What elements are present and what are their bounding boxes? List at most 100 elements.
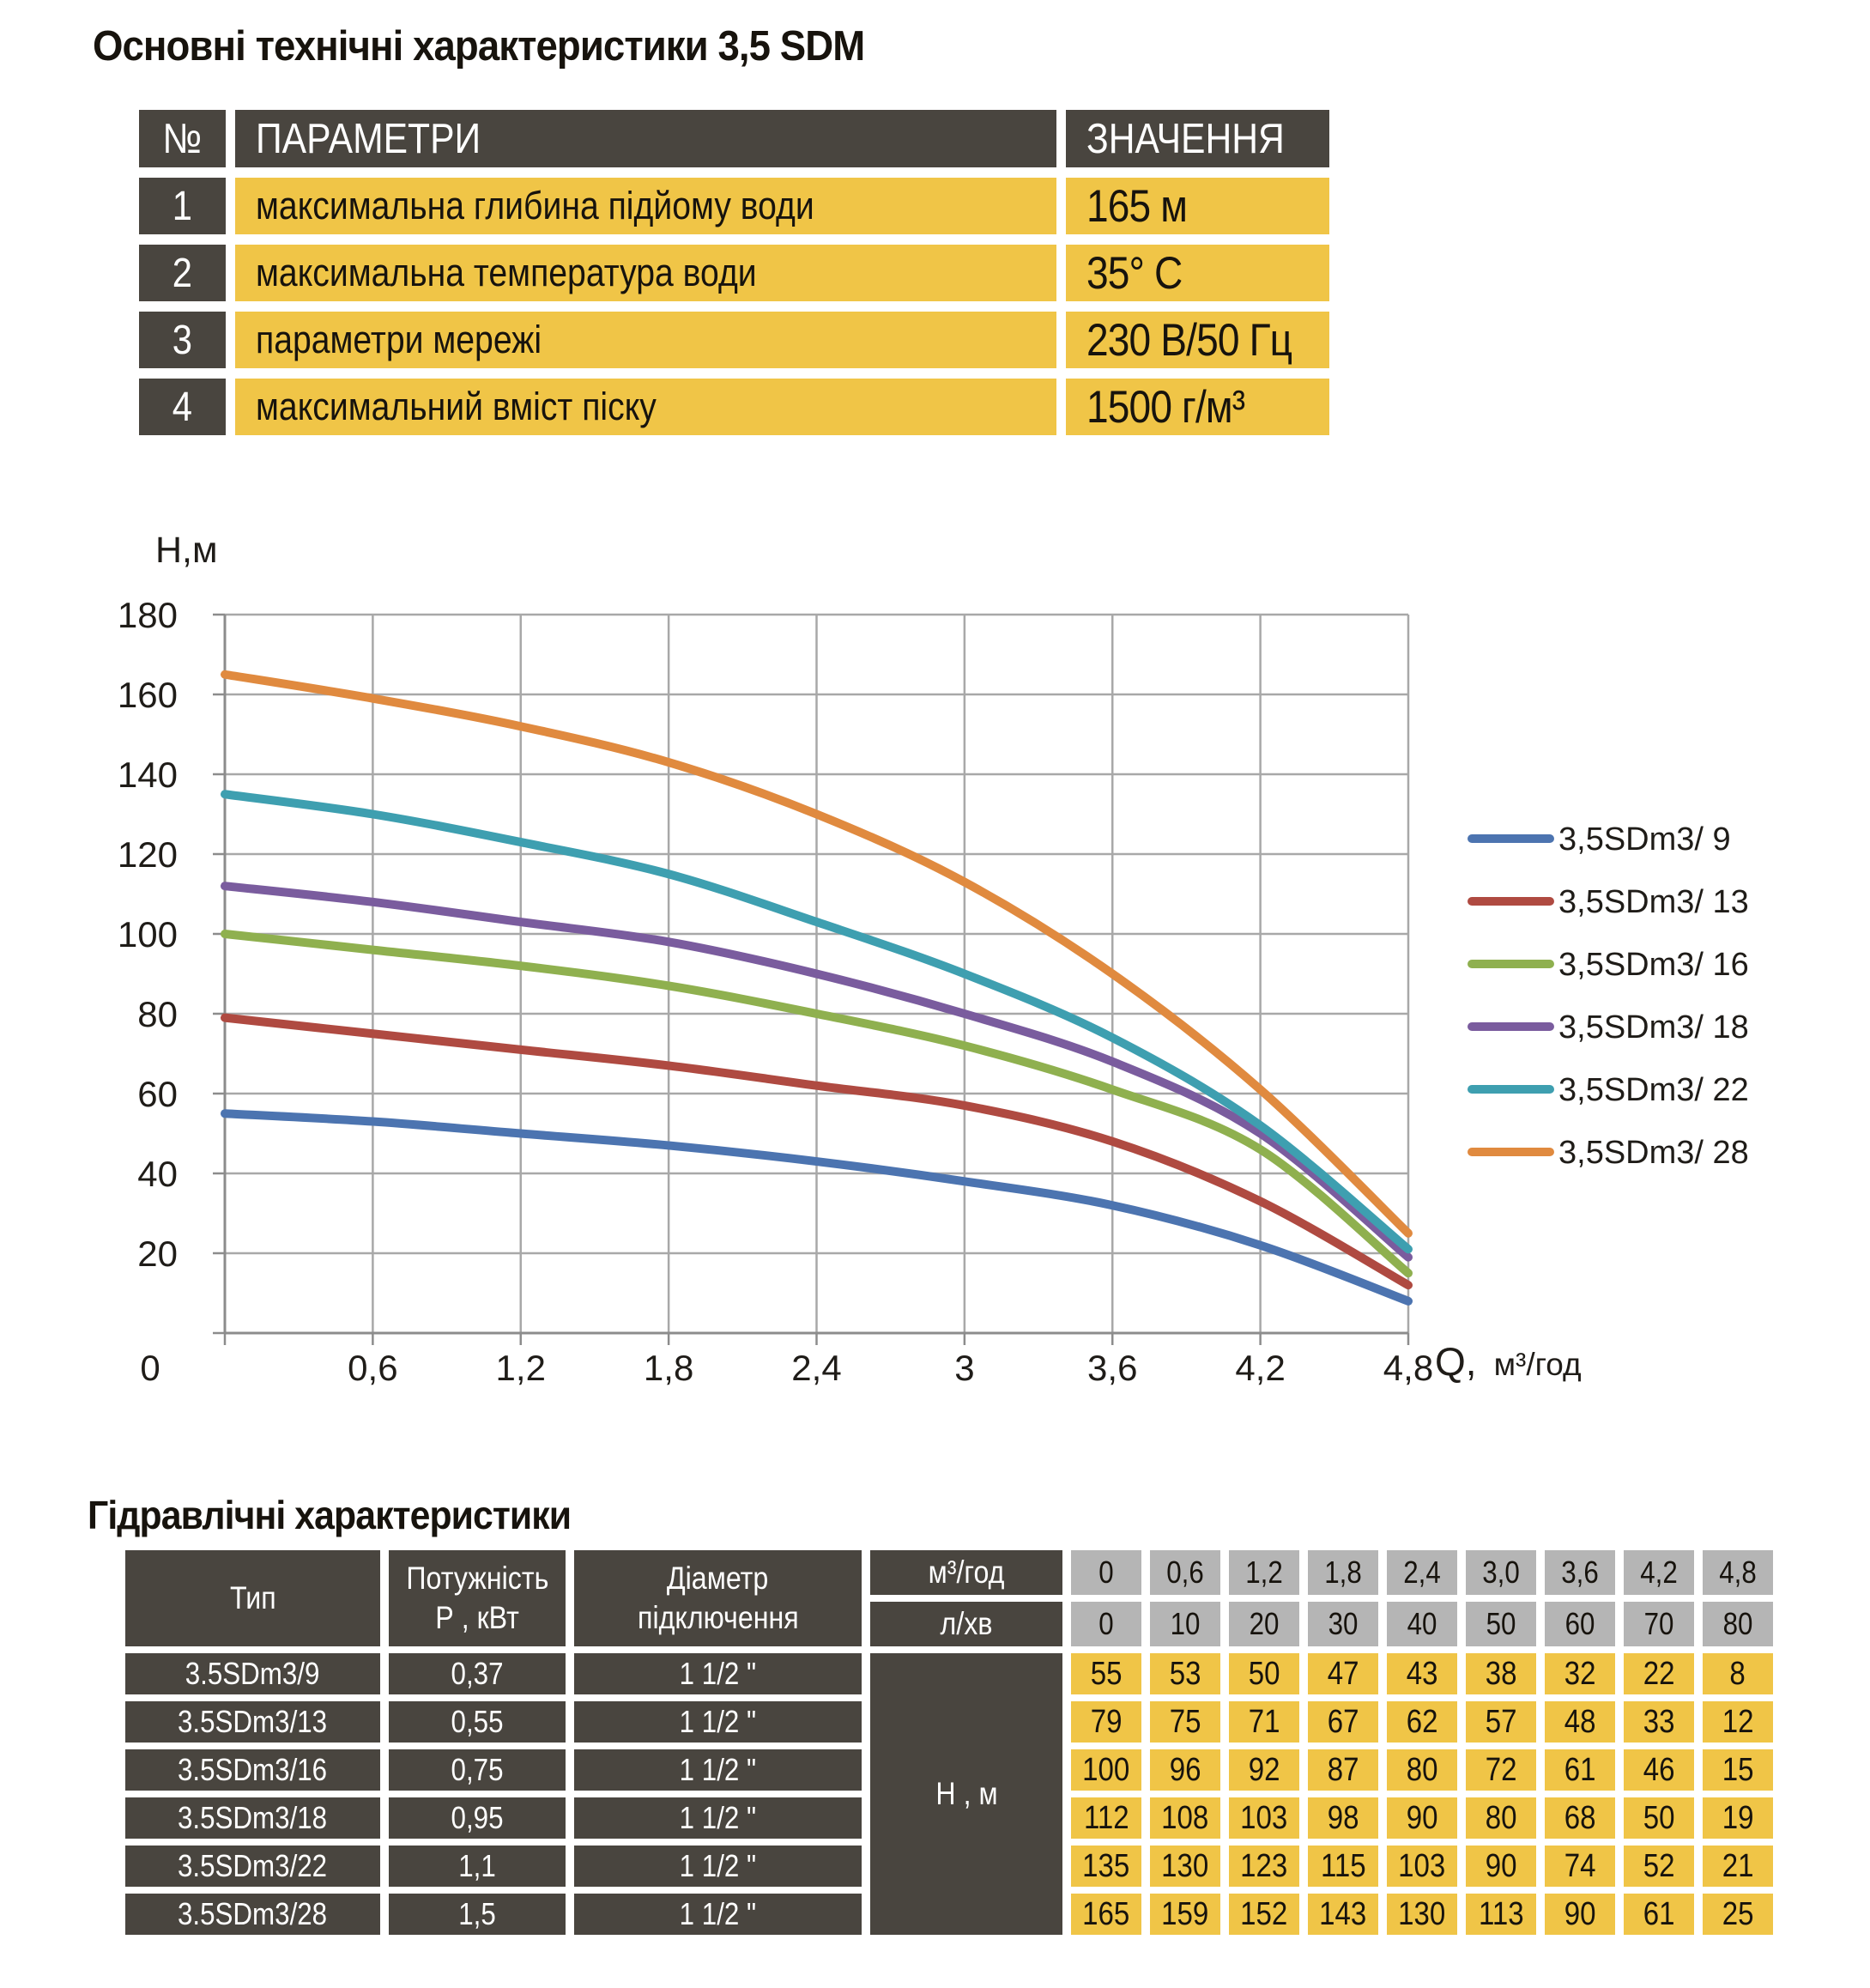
hydro-row-0-head-0: 55 <box>1071 1653 1141 1694</box>
hydro-flow-lmin-6: 60 <box>1545 1602 1615 1646</box>
hydro-row-1-diameter: 1 1/2 " <box>574 1701 862 1743</box>
hydro-row-2-type: 3.5SDm3/16 <box>125 1749 380 1791</box>
hydro-row-4-head-3: 115 <box>1308 1846 1378 1887</box>
hydro-row-0-head-3: 47 <box>1308 1653 1378 1694</box>
spec-row-2-num: 2 <box>139 245 226 301</box>
hydro-row-2-head-8: 15 <box>1703 1749 1773 1791</box>
hydro-flow-lmin-1: 10 <box>1150 1602 1220 1646</box>
hydro-row-4-head-2-text: 123 <box>1240 1847 1288 1884</box>
hydro-row-3-power-text: 0,95 <box>451 1800 504 1835</box>
hydro-row-1-head-0-text: 79 <box>1090 1703 1123 1740</box>
hydro-row-2-type-text: 3.5SDm3/16 <box>178 1752 328 1787</box>
legend-label: 3,5SDm3/ 18 <box>1558 1009 1749 1046</box>
spec-row-1-param: максимальна глибина підйому води <box>235 178 1056 234</box>
hydro-row-2-head-0-text: 100 <box>1082 1751 1130 1788</box>
chart-y-tick-label: 120 <box>118 834 178 875</box>
hydro-section-title: Гідравлічні характеристики <box>88 1492 608 1538</box>
hydro-row-5-diameter: 1 1/2 " <box>574 1894 862 1935</box>
hydro-row-1-power: 0,55 <box>389 1701 566 1743</box>
hydro-row-5-head-0-text: 165 <box>1082 1895 1130 1932</box>
hydro-row-2-head-4-text: 80 <box>1406 1751 1438 1788</box>
hydro-row-5-head-8-text: 25 <box>1722 1895 1754 1932</box>
hydro-flow-m3-6-text: 3,6 <box>1561 1555 1599 1590</box>
chart-y-axis-title: Н,м <box>155 530 218 571</box>
hydro-row-5-head-7: 61 <box>1624 1894 1694 1935</box>
spec-header-param: ПАРАМЕТРИ <box>235 110 1056 167</box>
spec-row-4-value-text: 1500 г/м³ <box>1086 381 1245 433</box>
hydro-row-3-head-2-text: 103 <box>1240 1799 1288 1836</box>
hydro-row-3-head-1: 108 <box>1150 1797 1220 1839</box>
hydro-row-3-head-6-text: 68 <box>1564 1799 1596 1836</box>
chart-y-tick-label: 160 <box>118 675 178 715</box>
hydro-row-5-head-1-text: 159 <box>1161 1895 1209 1932</box>
hydro-flow-lmin-6-text: 60 <box>1564 1606 1595 1641</box>
hydro-row-5-type-text: 3.5SDm3/28 <box>178 1896 328 1931</box>
hydro-row-2-head-5-text: 72 <box>1485 1751 1517 1788</box>
hydro-row-4-type: 3.5SDm3/22 <box>125 1846 380 1887</box>
hydro-row-4-power: 1,1 <box>389 1846 566 1887</box>
hydro-row-5-head-5: 113 <box>1466 1894 1536 1935</box>
hydro-row-1-head-1-text: 75 <box>1169 1703 1201 1740</box>
hydro-row-3-head-4: 90 <box>1387 1797 1457 1839</box>
hydro-row-1-head-0: 79 <box>1071 1701 1141 1743</box>
hydro-row-1-head-5-text: 57 <box>1485 1703 1517 1740</box>
hydro-flow-lmin-7: 70 <box>1624 1602 1694 1646</box>
hydro-flow-m3-1-text: 0,6 <box>1166 1555 1204 1590</box>
hydro-row-4-head-3-text: 115 <box>1320 1847 1366 1884</box>
hydro-row-2-head-1: 96 <box>1150 1749 1220 1791</box>
legend-label: 3,5SDm3/ 13 <box>1558 884 1749 920</box>
hydro-row-4-diameter: 1 1/2 " <box>574 1846 862 1887</box>
hydro-row-3-head-1-text: 108 <box>1161 1799 1209 1836</box>
page-title-text: Основні технічні характеристики 3,5 SDM <box>93 23 865 70</box>
hydro-row-5-head-3-text: 143 <box>1319 1895 1367 1932</box>
spec-row-2-value-text: 35° C <box>1086 247 1183 299</box>
hydro-row-5-head-4-text: 130 <box>1398 1895 1446 1932</box>
hydro-row-3-head-4-text: 90 <box>1406 1799 1438 1836</box>
hydro-row-0-power-text: 0,37 <box>451 1656 504 1691</box>
hydro-row-0-head-7-text: 22 <box>1643 1655 1675 1692</box>
hydro-row-3-head-8: 19 <box>1703 1797 1773 1839</box>
hydro-row-4-head-4-text: 103 <box>1398 1847 1446 1884</box>
hydro-row-0-head-3-text: 47 <box>1327 1655 1359 1692</box>
hydro-row-4-head-5: 90 <box>1466 1846 1536 1887</box>
chart-y-tick-label: 60 <box>137 1074 178 1114</box>
spec-row-1-num: 1 <box>139 178 226 234</box>
hydro-flow-lmin-8-text: 80 <box>1722 1606 1753 1641</box>
hydro-row-0-head-2: 50 <box>1229 1653 1299 1694</box>
hydro-row-1-type-text: 3.5SDm3/13 <box>178 1704 328 1739</box>
hydro-flow-lmin-0-text: 0 <box>1098 1606 1114 1641</box>
hydro-row-0-head-1-text: 53 <box>1169 1655 1201 1692</box>
hydro-row-2-power: 0,75 <box>389 1749 566 1791</box>
hydro-flow-m3-7-text: 4,2 <box>1640 1555 1678 1590</box>
chart-x-tick-label: 1,8 <box>644 1348 693 1388</box>
hydro-row-0-head-7: 22 <box>1624 1653 1694 1694</box>
hydro-row-0-diameter-text: 1 1/2 " <box>679 1656 757 1691</box>
hydro-row-5-head-6: 90 <box>1545 1894 1615 1935</box>
hydro-row-2-head-1-text: 96 <box>1169 1751 1201 1788</box>
chart-x-tick-label: 0 <box>140 1348 160 1388</box>
spec-header-value: ЗНАЧЕННЯ <box>1066 110 1329 167</box>
chart-x-tick-label: 0,6 <box>348 1348 397 1388</box>
hydro-row-5-head-1: 159 <box>1150 1894 1220 1935</box>
hydro-flow-lmin-5-text: 50 <box>1486 1606 1516 1641</box>
spec-table: № ПАРАМЕТРИ ЗНАЧЕННЯ 1 максимальна глибин… <box>139 110 1329 435</box>
spec-row-4-num-text: 4 <box>172 384 193 430</box>
hydro-row-0-head-4: 43 <box>1387 1653 1457 1694</box>
hydro-flow-lmin-1-text: 10 <box>1170 1606 1201 1641</box>
hydro-header-power: Потужність Р , кВт <box>389 1550 566 1646</box>
hydro-row-1-head-1: 75 <box>1150 1701 1220 1743</box>
hydro-flow-m3-5-text: 3,0 <box>1482 1555 1520 1590</box>
hydro-row-0-head-4-text: 43 <box>1406 1655 1438 1692</box>
hydro-row-3-head-2: 103 <box>1229 1797 1299 1839</box>
spec-row-3-param-text: параметри мережі <box>256 318 542 361</box>
spec-row-2-param-text: максимальна температура води <box>256 251 757 294</box>
hydro-row-5-head-8: 25 <box>1703 1894 1773 1935</box>
hydro-flow-m3-0: 0 <box>1071 1550 1141 1595</box>
hydro-row-1-head-2-text: 71 <box>1248 1703 1280 1740</box>
hydro-section-title-text: Гідравлічні характеристики <box>88 1493 572 1537</box>
hydro-row-3-head-3: 98 <box>1308 1797 1378 1839</box>
spec-row-3-value-text: 230 В/50 Гц <box>1086 314 1292 366</box>
hydro-row-1-diameter-text: 1 1/2 " <box>679 1704 757 1739</box>
hydro-flow-m3-5: 3,0 <box>1466 1550 1536 1595</box>
